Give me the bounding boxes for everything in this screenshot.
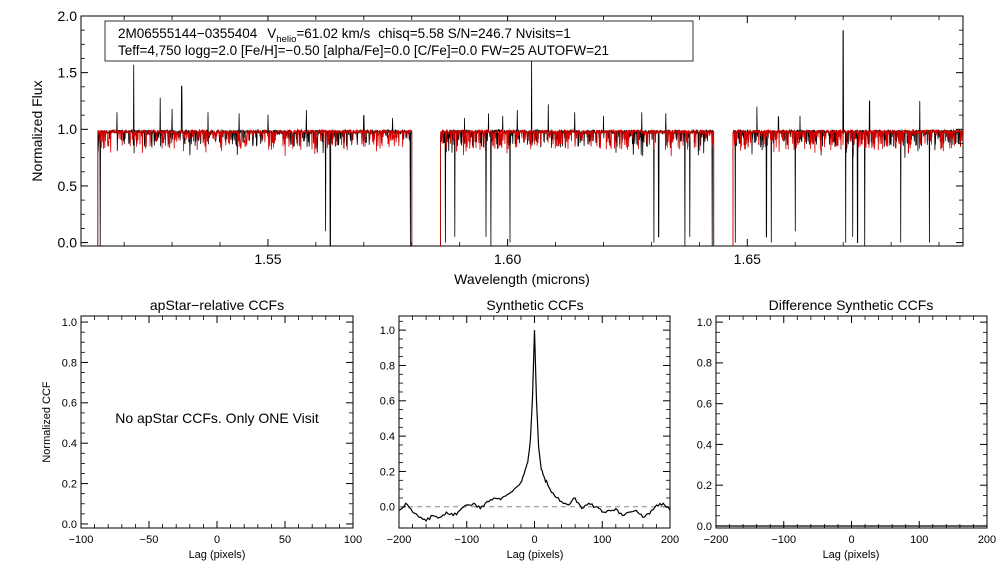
spectrum-panel: 1.55 1.60 1.65 0.0 0.5 1.0 1.5 2.0 2M06555144−0… — [29, 8, 964, 287]
difference-ccf-y-tick-label: 0.2 — [697, 480, 712, 492]
vhelio-symbol: V — [267, 26, 276, 41]
difference-ccf-x-axis-label: Lag (pixels) — [823, 549, 880, 561]
synthetic-ccf-curve — [398, 330, 671, 522]
apstar-ccf-x-axis-label: Lag (pixels) — [189, 549, 246, 561]
difference-ccf-panel: Difference Synthetic CCFs −200 −100 0 100 20… — [697, 297, 996, 561]
synthetic-ccf-y-tick-label: 1.0 — [380, 325, 395, 337]
synthetic-ccf-x-tick-label: −100 — [454, 534, 479, 546]
apstar-ccf-y-tick-label: 0.4 — [62, 438, 77, 450]
apstar-ccf-y-tick-label: 0.6 — [62, 398, 77, 410]
synthetic-ccf-panel: Synthetic CCFs −200 −100 0 100 200 0.0 0.2 0.4 0… — [380, 297, 679, 561]
difference-ccf-ticks: −200 −100 0 100 200 0.0 0.2 0.4 0.6 0.8 1.0 — [697, 316, 996, 546]
spectrum-y-tick-label: 1.0 — [58, 121, 78, 137]
synthetic-ccf-y-tick-label: 0.6 — [380, 396, 395, 408]
synthetic-ccf-x-tick-label: 0 — [531, 534, 537, 546]
apstar-ccf-y-axis-label: Normalized CCF — [41, 381, 53, 463]
apstar-ccf-panel: apStar−relative CCFs −100 −50 0 50 100 0.0 0.2… — [41, 297, 362, 561]
apstar-ccf-x-tick-label: −100 — [69, 534, 94, 546]
synthetic-ccf-x-axis-label: Lag (pixels) — [507, 549, 564, 561]
difference-ccf-title: Difference Synthetic CCFs — [769, 297, 934, 313]
model-spectrum-line — [97, 128, 963, 246]
spectrum-y-tick-label: 1.5 — [58, 65, 78, 81]
difference-ccf-x-tick-label: 0 — [848, 534, 854, 546]
difference-ccf-x-tick-label: 200 — [978, 534, 996, 546]
synthetic-ccf-title: Synthetic CCFs — [486, 297, 583, 313]
vhelio-subscript: helio — [276, 34, 296, 45]
vhelio-value: =61.02 km/s — [296, 26, 370, 41]
apstar-ccf-y-tick-label: 0.2 — [62, 478, 77, 490]
synthetic-ccf-y-tick-label: 0.4 — [380, 431, 395, 443]
synthetic-ccf-y-tick-label: 0.8 — [380, 360, 395, 372]
spectrum-y-tick-label: 0.0 — [58, 235, 78, 251]
spectrum-y-axis-label: Normalized Flux — [29, 80, 45, 181]
synthetic-ccf-y-tick-label: 0.2 — [380, 466, 395, 478]
spectrum-x-axis-label: Wavelength (microns) — [454, 271, 590, 287]
no-ccf-message: No apStar CCFs. Only ONE Visit — [115, 410, 319, 426]
apstar-ccf-y-tick-label: 1.0 — [62, 317, 77, 329]
spectrum-y-tick-label: 0.5 — [58, 178, 78, 194]
synthetic-ccf-x-tick-label: −200 — [387, 534, 412, 546]
synthetic-ccf-y-tick-label: 0.0 — [380, 502, 395, 514]
star-id: 2M06555144−0355404 — [118, 26, 258, 41]
difference-ccf-y-tick-label: 0.0 — [697, 521, 712, 533]
apstar-ccf-title: apStar−relative CCFs — [150, 297, 284, 313]
difference-ccf-y-tick-label: 0.8 — [697, 358, 712, 370]
synthetic-ccf-ticks: −200 −100 0 100 200 0.0 0.2 0.4 0.6 0.8 1.0 — [380, 316, 679, 546]
apstar-ccf-ticks: −100 −50 0 50 100 0.0 0.2 0.4 0.6 0.8 1.0 — [62, 316, 362, 546]
difference-ccf-x-tick-label: −200 — [704, 534, 729, 546]
apstar-ccf-y-tick-label: 0.8 — [62, 357, 77, 369]
spectrum-lines — [97, 30, 963, 246]
difference-ccf-y-tick-label: 0.6 — [697, 399, 712, 411]
spectrum-x-tick-label: 1.60 — [494, 251, 521, 267]
star-params-line: Teff=4,750 logg=2.0 [Fe/H]=−0.50 [alpha/… — [118, 43, 609, 58]
fit-stats: chisq=5.58 S/N=246.7 Nvisits=1 — [378, 26, 571, 41]
difference-ccf-frame — [715, 315, 988, 529]
spectrum-ticks: 1.55 1.60 1.65 0.0 0.5 1.0 1.5 2.0 — [58, 8, 963, 267]
synthetic-ccf-x-tick-label: 200 — [661, 534, 679, 546]
star-header-line1: 2M06555144−0355404 Vhelio=61.02 km/s chisq… — [118, 26, 571, 45]
difference-ccf-x-tick-label: 100 — [910, 534, 928, 546]
spectrum-x-tick-label: 1.55 — [254, 251, 281, 267]
spectrum-info-box — [104, 20, 694, 62]
difference-ccf-y-tick-label: 1.0 — [697, 317, 712, 329]
difference-ccf-x-tick-label: −100 — [771, 534, 796, 546]
apstar-ccf-x-tick-label: 100 — [344, 534, 362, 546]
difference-ccf-y-tick-label: 0.4 — [697, 439, 712, 451]
spectrum-x-tick-label: 1.65 — [734, 251, 761, 267]
synthetic-ccf-x-tick-label: 100 — [593, 534, 611, 546]
apstar-ccf-x-tick-label: −50 — [140, 534, 159, 546]
apstar-ccf-x-tick-label: 0 — [214, 534, 220, 546]
apstar-ccf-x-tick-label: 50 — [279, 534, 291, 546]
spectrum-y-tick-label: 2.0 — [58, 8, 78, 24]
apstar-ccf-y-tick-label: 0.0 — [62, 519, 77, 531]
